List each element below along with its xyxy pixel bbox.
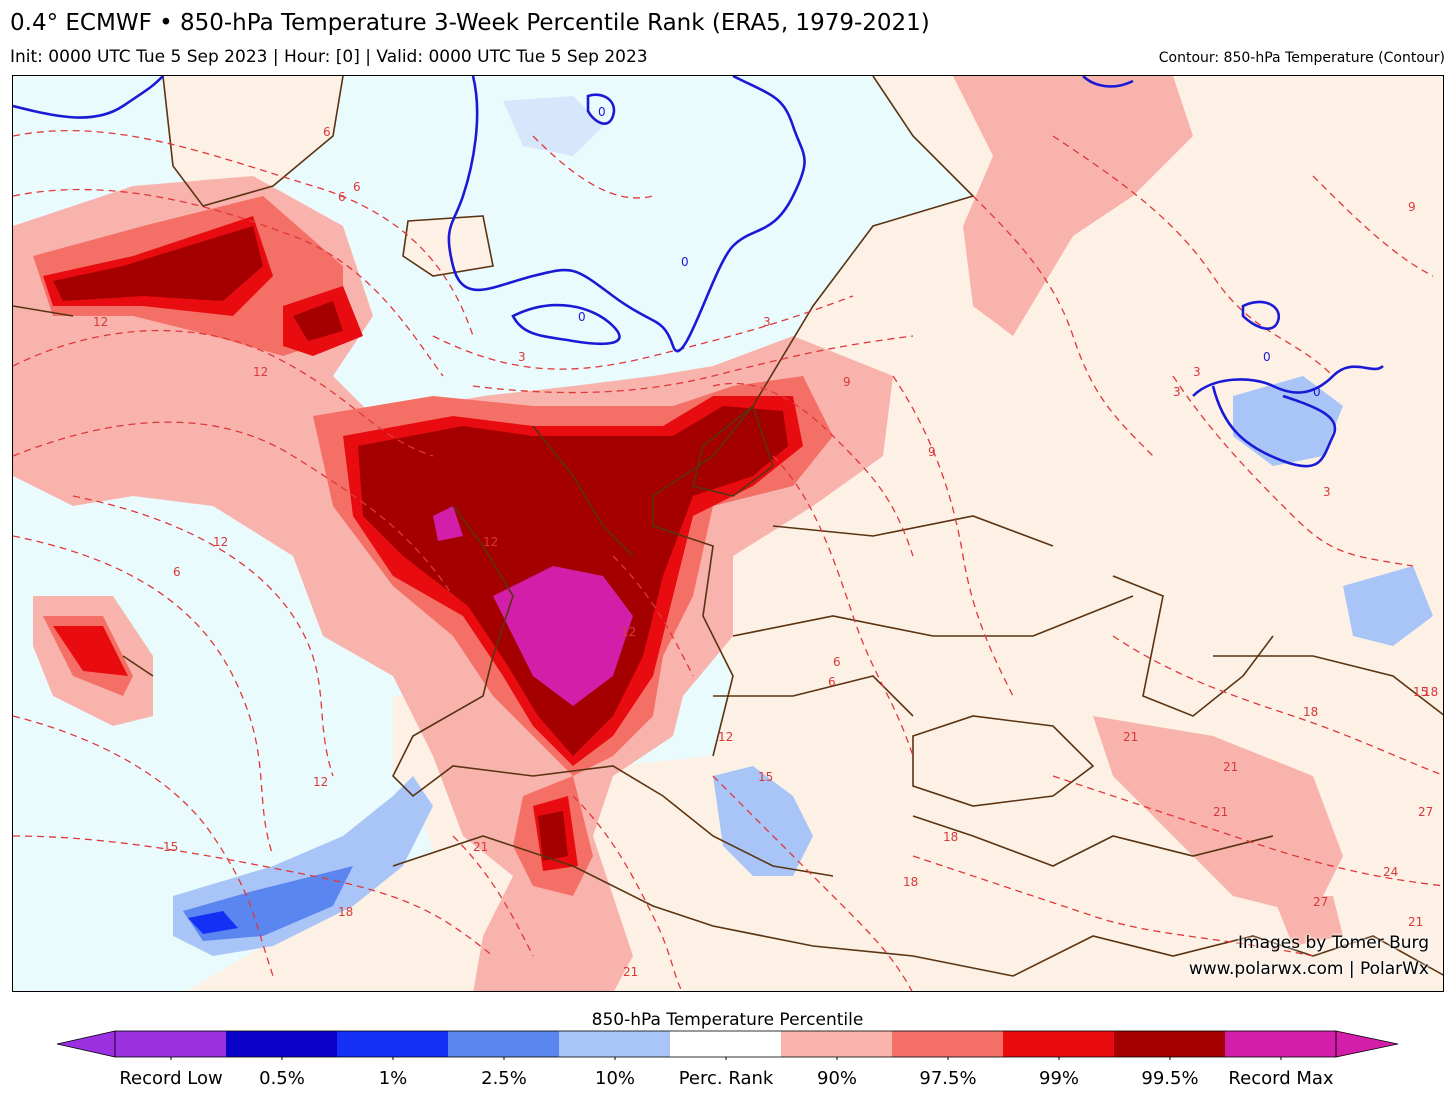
contour-label: 12 xyxy=(483,535,498,549)
contour-label: 9 xyxy=(843,375,851,389)
colorbar-low-arrow xyxy=(56,1030,116,1058)
contour-label: 0 xyxy=(598,105,606,119)
contour-label: 21 xyxy=(1213,805,1228,819)
colorbar-title: 850-hPa Temperature Percentile xyxy=(591,1010,864,1030)
colorbar-label: 2.5% xyxy=(481,1068,527,1089)
contour-label: 18 xyxy=(1423,685,1438,699)
contour-note: Contour: 850-hPa Temperature (Contour) xyxy=(1158,50,1445,66)
colorbar-high-arrow xyxy=(1335,1030,1399,1058)
contour-label: 6 xyxy=(833,655,841,669)
map-panel: 6 6 12 12 12 6 3 0 0 0 3 9 9 6 3 0 0 3 9… xyxy=(12,75,1444,992)
colorbar-label: 90% xyxy=(816,1068,858,1089)
contour-label: 9 xyxy=(928,445,936,459)
contour-label: 12 xyxy=(621,625,636,639)
contour-label: 12 xyxy=(718,730,733,744)
contour-value-labels: 6 6 12 12 12 6 3 0 0 0 3 9 9 6 3 0 0 3 9… xyxy=(93,105,1438,979)
contour-label: 21 xyxy=(1408,915,1423,929)
colorbar-labels: Record Low 0.5% 1% 2.5% 10% Perc. Rank 9… xyxy=(0,1068,1455,1098)
contour-label: 6 xyxy=(353,180,361,194)
contour-label: 15 xyxy=(163,840,178,854)
map-title: 0.4° ECMWF • 850-hPa Temperature 3-Week … xyxy=(10,10,930,36)
temperature-contours xyxy=(13,130,1443,991)
contour-label: 27 xyxy=(1418,805,1433,819)
contour-label: 9 xyxy=(1408,200,1416,214)
contour-label: 3 xyxy=(1173,385,1181,399)
contour-label: 6 xyxy=(323,125,331,139)
colorbar-label: 97.5% xyxy=(919,1068,977,1089)
contour-label: 21 xyxy=(1223,760,1238,774)
contour-label: 15 xyxy=(1413,685,1428,699)
colorbar-label: Record Max xyxy=(1228,1068,1334,1089)
contour-label: 12 xyxy=(253,365,268,379)
contour-label: 21 xyxy=(473,840,488,854)
colorbar-bin-99-5 xyxy=(1114,1031,1225,1057)
contour-label: 18 xyxy=(1303,705,1318,719)
contour-label: 6 xyxy=(828,675,836,689)
contour-label: 3 xyxy=(1323,485,1331,499)
colorbar-label: 99% xyxy=(1038,1068,1080,1089)
zero-degree-contour xyxy=(13,76,1384,468)
credit-author: Images by Tomer Burg xyxy=(1238,933,1429,953)
contour-label: 21 xyxy=(1123,730,1138,744)
colorbar-bin-0-5 xyxy=(226,1031,337,1057)
colorbar-bin-record-low xyxy=(115,1031,226,1057)
colorbar-bin-99 xyxy=(1003,1031,1114,1057)
colorbar-bin-2-5 xyxy=(448,1031,559,1057)
contour-label: 15 xyxy=(758,770,773,784)
colorbar-bin-97-5 xyxy=(892,1031,1003,1057)
credit-website: www.polarwx.com | PolarWx xyxy=(1188,959,1429,979)
colorbar-bin-neutral xyxy=(670,1031,781,1057)
weather-map: 6 6 12 12 12 6 3 0 0 0 3 9 9 6 3 0 0 3 9… xyxy=(13,76,1443,991)
contour-label: 3 xyxy=(1193,365,1201,379)
above-normal-shading xyxy=(13,76,1343,991)
colorbar-label: 1% xyxy=(378,1068,408,1089)
colorbar xyxy=(56,1030,1399,1060)
colorbar-label: 0.5% xyxy=(259,1068,305,1089)
colorbar-label: 10% xyxy=(594,1068,636,1089)
colorbar-ticks xyxy=(170,1057,1282,1060)
colorbar-bin-record-max xyxy=(1225,1031,1336,1057)
contour-label: 3 xyxy=(763,315,771,329)
contour-label: 27 xyxy=(1313,895,1328,909)
colorbar-label: Perc. Rank xyxy=(678,1068,774,1089)
contour-label: 6 xyxy=(338,190,346,204)
contour-label: 12 xyxy=(313,775,328,789)
contour-label: 18 xyxy=(338,905,353,919)
contour-label: 21 xyxy=(623,965,638,979)
contour-label: 0 xyxy=(1263,350,1271,364)
colorbar-label: Record Low xyxy=(119,1068,223,1089)
contour-label: 24 xyxy=(1383,865,1398,879)
contour-label: 18 xyxy=(943,830,958,844)
contour-label: 0 xyxy=(578,310,586,324)
colorbar-bin-10 xyxy=(559,1031,670,1057)
contour-label: 6 xyxy=(173,565,181,579)
map-subtitle: Init: 0000 UTC Tue 5 Sep 2023 | Hour: [0… xyxy=(10,47,648,67)
contour-label: 0 xyxy=(1313,385,1321,399)
contour-label: 18 xyxy=(903,875,918,889)
colorbar-bin-90 xyxy=(781,1031,892,1057)
contour-label: 12 xyxy=(213,535,228,549)
colorbar-bin-1 xyxy=(337,1031,448,1057)
contour-label: 3 xyxy=(518,350,526,364)
contour-label: 0 xyxy=(681,255,689,269)
contour-label: 12 xyxy=(93,315,108,329)
colorbar-label: 99.5% xyxy=(1141,1068,1199,1089)
